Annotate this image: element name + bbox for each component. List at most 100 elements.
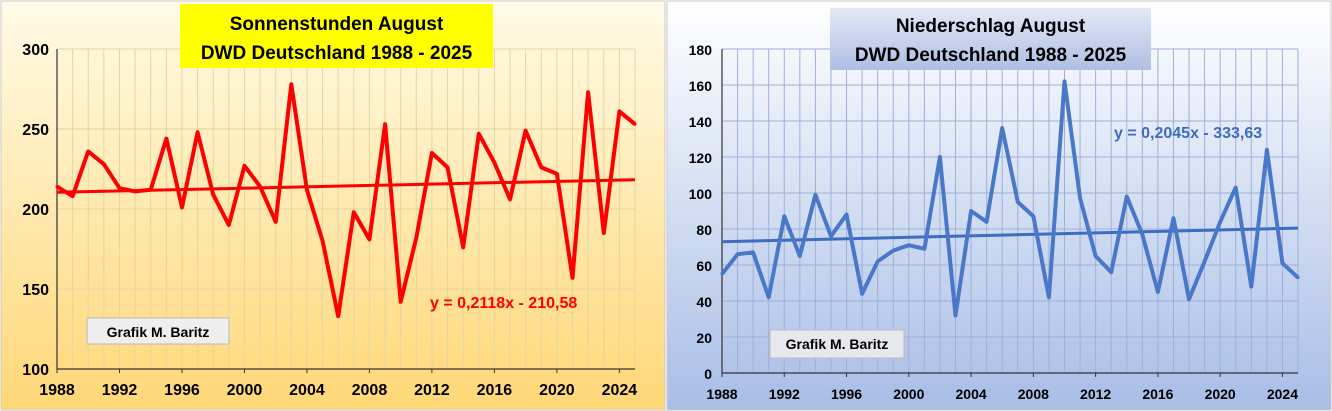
data-point: [813, 193, 817, 197]
y-tick-label: 200: [22, 202, 49, 219]
data-point: [430, 151, 434, 155]
credit-label: Grafik M. Baritz: [107, 324, 210, 340]
title-box: [180, 4, 493, 68]
data-point: [985, 220, 989, 224]
x-tick-label: 2008: [1018, 386, 1049, 402]
data-point: [938, 155, 942, 159]
data-point: [1249, 285, 1253, 289]
tick-labels: 0 20 40 60 80 100 120 140 160 180 1988 1992 1996 2000…: [689, 42, 1299, 402]
precipitation-chart: 0 20 40 60 80 100 120 140 160 180 1988 1992 1996 2000…: [666, 0, 1332, 411]
y-tick-label: 80: [696, 222, 712, 238]
data-point: [1171, 216, 1175, 220]
x-tick-label: 2016: [477, 382, 513, 399]
data-point: [1109, 270, 1113, 274]
data-point: [1265, 148, 1269, 152]
data-point: [477, 132, 481, 136]
data-point: [1156, 290, 1160, 294]
data-point: [1125, 195, 1129, 199]
data-point: [1000, 126, 1004, 130]
data-point: [414, 236, 418, 240]
y-tick-label: 160: [689, 78, 713, 94]
x-tick-label: 2020: [539, 382, 575, 399]
data-point: [86, 149, 90, 153]
data-point: [798, 254, 802, 258]
data-point: [180, 205, 184, 209]
data-point: [289, 82, 293, 86]
chart-title: Sonnenstunden August: [230, 14, 444, 35]
data-point: [571, 276, 575, 280]
data-point: [860, 292, 864, 296]
y-tick-label: 180: [689, 42, 713, 58]
x-tick-label: 2004: [956, 386, 987, 402]
data-point: [845, 213, 849, 217]
x-tick-label: 2008: [352, 382, 388, 399]
x-tick-label: 1988: [39, 382, 75, 399]
x-tick-label: 1988: [706, 386, 737, 402]
data-point: [1203, 259, 1207, 263]
data-point: [1047, 295, 1051, 299]
trendline-equation: y = 0,2045x - 333,63: [1114, 125, 1262, 142]
x-tick-label: 1996: [831, 386, 862, 402]
data-point: [617, 109, 621, 113]
axes: [721, 49, 1298, 377]
credit-label: Grafik M. Baritz: [786, 336, 889, 352]
data-point: [1078, 196, 1082, 200]
x-tick-label: 2012: [414, 382, 450, 399]
data-point: [1218, 220, 1222, 224]
data-point: [720, 272, 724, 276]
data-point: [461, 245, 465, 249]
data-point: [196, 130, 200, 134]
data-point: [71, 194, 75, 198]
data-point: [1187, 297, 1191, 301]
data-point: [336, 314, 340, 318]
data-point: [133, 189, 137, 193]
data-point: [1234, 186, 1238, 190]
x-tick-label: 1992: [102, 382, 138, 399]
data-point: [891, 249, 895, 253]
data-point: [1140, 232, 1144, 236]
x-tick-label: 2020: [1205, 386, 1236, 402]
data-point: [1094, 254, 1098, 258]
data-point: [1016, 200, 1020, 204]
credit-box: [86, 317, 230, 345]
chart-title: Niederschlag August: [896, 16, 1086, 37]
data-point: [321, 239, 325, 243]
trendline: [721, 226, 1299, 244]
data-point: [367, 237, 371, 241]
data-point: [524, 129, 528, 133]
data-point: [633, 122, 637, 126]
trendline-line: [56, 178, 636, 194]
y-tick-label: 40: [696, 294, 712, 310]
data-point: [55, 185, 59, 189]
series-line: [55, 82, 637, 319]
data-point: [954, 313, 958, 317]
data-point: [305, 188, 309, 192]
data-point: [922, 247, 926, 251]
series-line: [720, 79, 1300, 318]
data-point: [1062, 79, 1066, 83]
data-point: [751, 250, 755, 254]
trendline-line: [721, 226, 1299, 244]
data-point: [876, 259, 880, 263]
data-point: [782, 214, 786, 218]
data-point: [446, 165, 450, 169]
data-point: [242, 164, 246, 168]
data-point: [399, 300, 403, 304]
data-point: [555, 172, 559, 176]
data-point: [829, 234, 833, 238]
y-tick-label: 60: [696, 258, 712, 274]
tick-labels: 100 150 200 250 300 1988 1992 1996 2000 2004 2008 2…: [22, 42, 637, 399]
data-point: [508, 197, 512, 201]
data-point: [102, 162, 106, 166]
data-point: [1280, 261, 1284, 265]
data-point: [1296, 276, 1300, 280]
y-tick-label: 100: [22, 362, 49, 379]
x-tick-label: 2024: [1267, 386, 1298, 402]
series: [720, 79, 1300, 318]
trendline: [56, 178, 636, 194]
y-tick-label: 120: [689, 150, 713, 166]
data-point: [258, 185, 262, 189]
y-tick-label: 20: [696, 330, 712, 346]
x-tick-label: 1992: [769, 386, 800, 402]
data-point: [586, 90, 590, 94]
